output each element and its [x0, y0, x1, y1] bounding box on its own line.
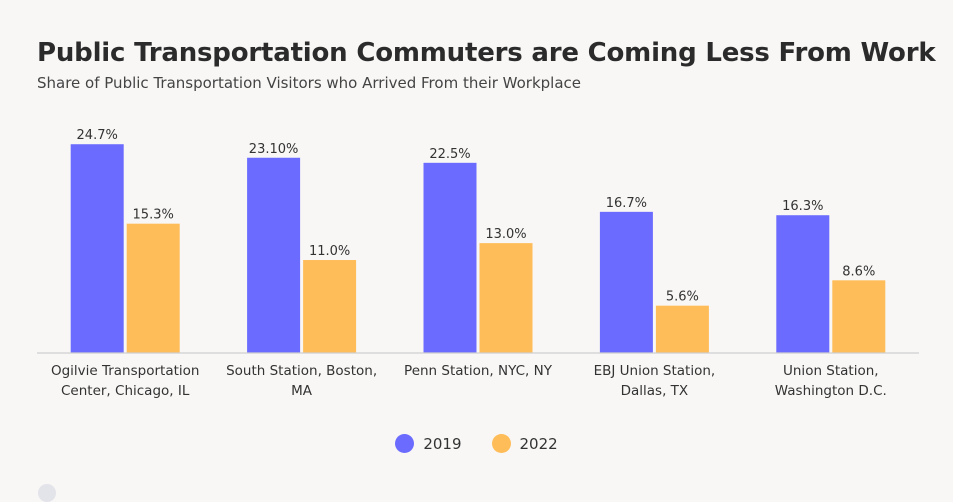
- legend-item-2022: 2022: [491, 434, 558, 453]
- category-label-3-line-1: Dallas, TX: [621, 383, 689, 399]
- logo-dot-icon: [38, 484, 56, 502]
- legend-swatch-2022: [491, 434, 511, 453]
- bar-2022-4: [832, 280, 886, 353]
- category-label-1-line-0: South Station, Boston,: [226, 363, 377, 379]
- bar-2022-0: [126, 223, 180, 353]
- value-label-2019-1: 23.10%: [249, 142, 299, 157]
- legend-swatch-2019: [395, 434, 415, 453]
- bar-2022-2: [479, 243, 533, 353]
- value-label-2022-1: 11.0%: [309, 244, 350, 259]
- bar-2019-4: [776, 215, 830, 353]
- value-label-2019-0: 24.7%: [77, 128, 118, 143]
- bar-2019-2: [423, 162, 477, 353]
- chart-title: Public Transportation Commuters are Comi…: [37, 38, 936, 68]
- chart-subtitle: Share of Public Transportation Visitors …: [37, 74, 582, 92]
- category-label-0-line-0: Ogilvie Transportation: [51, 363, 200, 379]
- value-labels-group: 24.7% 15.3% 23.10% 11.0% 22.5% 13.0% 16.7% 5.6%…: [77, 128, 876, 304]
- category-label-3-line-0: EBJ Union Station,: [594, 363, 716, 379]
- value-label-2022-4: 8.6%: [842, 264, 875, 279]
- legend-item-2019: 2019: [395, 434, 462, 453]
- legend-label-2022: 2022: [519, 434, 558, 453]
- value-label-2022-2: 13.0%: [485, 227, 526, 242]
- legend: 2019 2022: [0, 434, 953, 453]
- bar-2022-3: [655, 305, 709, 353]
- category-label-4-line-0: Union Station,: [783, 363, 879, 379]
- bar-chart: 24.7% 15.3% 23.10% 11.0% 22.5% 13.0% 16.7% 5.6%…: [37, 128, 919, 399]
- category-label-4-line-1: Washington D.C.: [775, 383, 887, 399]
- category-label-1-line-1: MA: [291, 383, 313, 399]
- bar-2022-1: [303, 260, 357, 353]
- legend-label-2019: 2019: [423, 434, 462, 453]
- bar-2019-3: [599, 211, 653, 353]
- value-label-2019-2: 22.5%: [429, 147, 470, 162]
- value-label-2019-3: 16.7%: [606, 196, 647, 211]
- bar-2019-1: [247, 157, 301, 353]
- bar-2019-0: [70, 144, 124, 353]
- value-label-2022-0: 15.3%: [133, 208, 174, 223]
- bars-group: [70, 144, 886, 353]
- value-label-2022-3: 5.6%: [666, 290, 699, 305]
- category-labels-group: Ogilvie Transportation Center, Chicago, I…: [51, 363, 887, 399]
- category-label-0-line-1: Center, Chicago, IL: [61, 383, 190, 399]
- value-label-2019-4: 16.3%: [782, 199, 823, 214]
- category-label-2-line-0: Penn Station, NYC, NY: [404, 363, 553, 379]
